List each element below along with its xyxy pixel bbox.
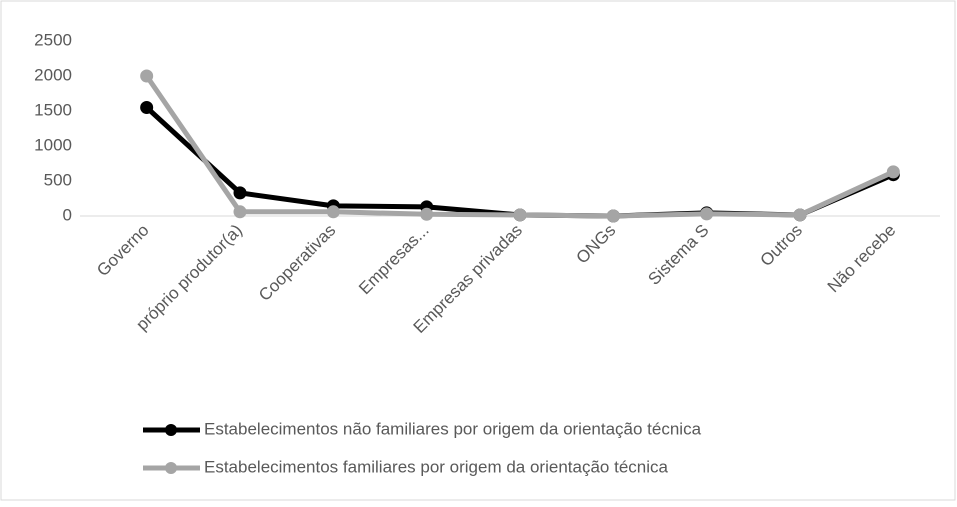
data-point [233, 186, 247, 200]
data-point [140, 69, 154, 83]
data-point [886, 165, 900, 179]
y-tick-label: 2500 [34, 30, 72, 49]
y-tick-label: 0 [63, 205, 72, 224]
data-point [700, 207, 714, 221]
y-tick-label: 1000 [34, 135, 72, 154]
legend-label: Estabelecimentos familiares por origem d… [204, 457, 669, 476]
data-point [513, 208, 527, 222]
data-point [233, 205, 247, 219]
y-tick-label: 500 [44, 170, 72, 189]
data-point [326, 205, 340, 219]
data-point [140, 101, 154, 114]
y-tick-label: 1500 [34, 100, 72, 119]
legend-marker [165, 462, 177, 474]
legend-marker [165, 424, 177, 436]
data-point [420, 207, 434, 221]
data-point [606, 209, 620, 223]
y-tick-label: 2000 [34, 65, 72, 84]
legend-label: Estabelecimentos não familiares por orig… [204, 419, 702, 438]
data-point [793, 208, 807, 222]
